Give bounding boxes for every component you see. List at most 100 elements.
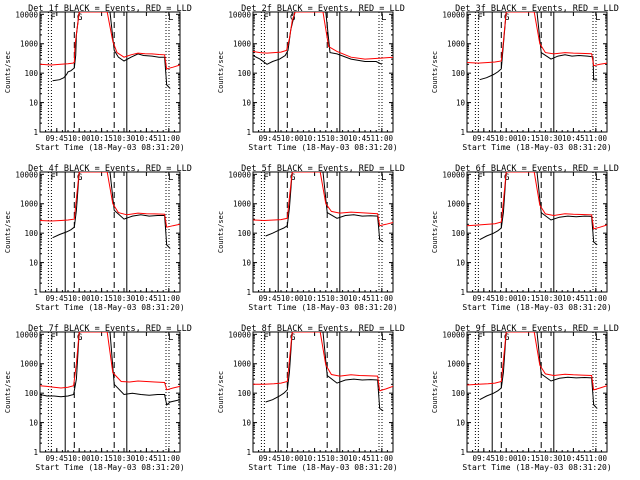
x-tick-label: 10:15 <box>517 134 540 143</box>
series-lld-line <box>467 12 607 67</box>
x-tick-label: 10:45 <box>135 454 158 463</box>
x-tick-label: 10:00 <box>68 134 91 143</box>
y-tick-label: 1000 <box>447 360 466 369</box>
interval-marker-label: F <box>263 13 268 23</box>
y-tick-label: 1 <box>246 448 251 457</box>
chart-panel-1: Det 1f BLACK = Events, RED = LLD 1 10 100 10… <box>4 4 192 152</box>
x-tick-label: 10:30 <box>540 454 563 463</box>
y-tick-label: 10000 <box>442 170 465 179</box>
x-axis-label: Start Time (18-May-03 08:31:20) <box>462 143 611 152</box>
series-lld-line <box>40 332 180 391</box>
chart-title: Det 6f BLACK = Events, RED = LLD <box>455 164 619 174</box>
y-tick-label: 1000 <box>447 200 466 209</box>
y-tick-label: 1000 <box>20 40 39 49</box>
interval-marker-label: G <box>504 13 509 23</box>
series-events-line <box>265 332 384 412</box>
interval-marker-label: F <box>263 173 268 183</box>
y-tick-label: 10 <box>242 419 252 428</box>
x-tick-label: 09:45 <box>473 454 496 463</box>
x-tick-label: 10:15 <box>303 134 326 143</box>
y-tick-label: 1000 <box>20 360 39 369</box>
interval-marker-label: L <box>168 173 173 183</box>
x-tick-label: 10:45 <box>562 294 585 303</box>
x-tick-label: 10:15 <box>90 294 113 303</box>
x-tick-label: 10:30 <box>540 294 563 303</box>
chart-panel-2: Det 2f BLACK = Events, RED = LLD 1 10 100 10… <box>217 4 405 152</box>
x-tick-label: 11:00 <box>585 134 608 143</box>
y-tick-label: 100 <box>237 389 251 398</box>
chart-title: Det 8f BLACK = Events, RED = LLD <box>241 324 405 334</box>
chart-panel-8: Det 8f BLACK = Events, RED = LLD 1 10 100 10… <box>217 324 405 472</box>
y-tick-label: 10 <box>242 99 252 108</box>
x-tick-label: 10:45 <box>562 134 585 143</box>
y-tick-label: 1000 <box>233 40 252 49</box>
x-axis-label: Start Time (18-May-03 08:31:20) <box>35 463 184 472</box>
x-tick-label: 10:45 <box>348 294 371 303</box>
series-events-line <box>265 172 384 243</box>
y-axis-label: Counts/sec <box>217 371 225 413</box>
series-lld-line <box>40 172 180 228</box>
y-tick-label: 10000 <box>442 330 465 339</box>
interval-marker-label: G <box>77 13 82 23</box>
y-tick-label: 10 <box>242 259 252 268</box>
x-tick-label: 10:00 <box>68 294 91 303</box>
interval-marker-label: L <box>168 333 173 343</box>
interval-marker-label: F <box>50 173 55 183</box>
y-tick-label: 10 <box>456 99 466 108</box>
x-tick-label: 10:00 <box>281 134 304 143</box>
y-tick-label: 1 <box>33 128 38 137</box>
chart-title: Det 1f BLACK = Events, RED = LLD <box>28 4 192 14</box>
x-tick-label: 11:00 <box>371 134 394 143</box>
y-tick-label: 10000 <box>442 10 465 19</box>
interval-marker-label: L <box>168 13 173 23</box>
interval-marker-label: G <box>290 333 295 343</box>
x-tick-label: 10:15 <box>303 294 326 303</box>
x-tick-label: 10:15 <box>90 454 113 463</box>
y-axis-label: Counts/sec <box>4 211 12 253</box>
x-tick-label: 10:30 <box>113 294 136 303</box>
chart-title: Det 9f BLACK = Events, RED = LLD <box>455 324 619 334</box>
x-tick-label: 09:45 <box>46 454 69 463</box>
x-tick-label: 11:00 <box>158 294 181 303</box>
x-axis-label: Start Time (18-May-03 08:31:20) <box>35 303 184 312</box>
y-tick-label: 1000 <box>233 360 252 369</box>
x-tick-label: 09:45 <box>473 134 496 143</box>
x-axis-label: Start Time (18-May-03 08:31:20) <box>35 143 184 152</box>
y-tick-label: 100 <box>451 389 465 398</box>
y-tick-label: 100 <box>24 69 38 78</box>
y-tick-label: 10 <box>29 259 39 268</box>
y-tick-label: 10 <box>29 99 39 108</box>
x-tick-label: 10:00 <box>495 134 518 143</box>
x-tick-label: 09:45 <box>259 134 282 143</box>
x-tick-label: 11:00 <box>585 294 608 303</box>
y-tick-label: 10000 <box>15 330 38 339</box>
y-tick-label: 10000 <box>15 170 38 179</box>
x-tick-label: 11:00 <box>158 454 181 463</box>
x-tick-label: 10:00 <box>495 454 518 463</box>
x-tick-label: 09:45 <box>259 294 282 303</box>
y-tick-label: 1 <box>246 128 251 137</box>
y-tick-label: 1 <box>246 288 251 297</box>
chart-panel-7: Det 7f BLACK = Events, RED = LLD 1 10 100 10… <box>4 324 192 472</box>
interval-marker-label: F <box>477 333 482 343</box>
x-axis-label: Start Time (18-May-03 08:31:20) <box>462 303 611 312</box>
chart-title: Det 4f BLACK = Events, RED = LLD <box>28 164 192 174</box>
interval-marker-label: G <box>290 173 295 183</box>
x-tick-label: 10:45 <box>348 454 371 463</box>
x-tick-label: 10:15 <box>517 294 540 303</box>
y-tick-label: 100 <box>237 69 251 78</box>
x-tick-label: 10:15 <box>517 454 540 463</box>
series-lld-line <box>253 12 393 60</box>
interval-marker-label: L <box>595 333 600 343</box>
x-tick-label: 09:45 <box>259 454 282 463</box>
y-tick-label: 100 <box>24 389 38 398</box>
x-tick-label: 10:15 <box>303 454 326 463</box>
interval-marker-label: G <box>504 173 509 183</box>
y-tick-label: 10 <box>456 419 466 428</box>
x-tick-label: 10:30 <box>326 454 349 463</box>
x-tick-label: 10:45 <box>135 294 158 303</box>
y-tick-label: 100 <box>451 69 465 78</box>
x-tick-label: 11:00 <box>158 134 181 143</box>
x-tick-label: 11:00 <box>371 454 394 463</box>
interval-marker-label: F <box>263 333 268 343</box>
